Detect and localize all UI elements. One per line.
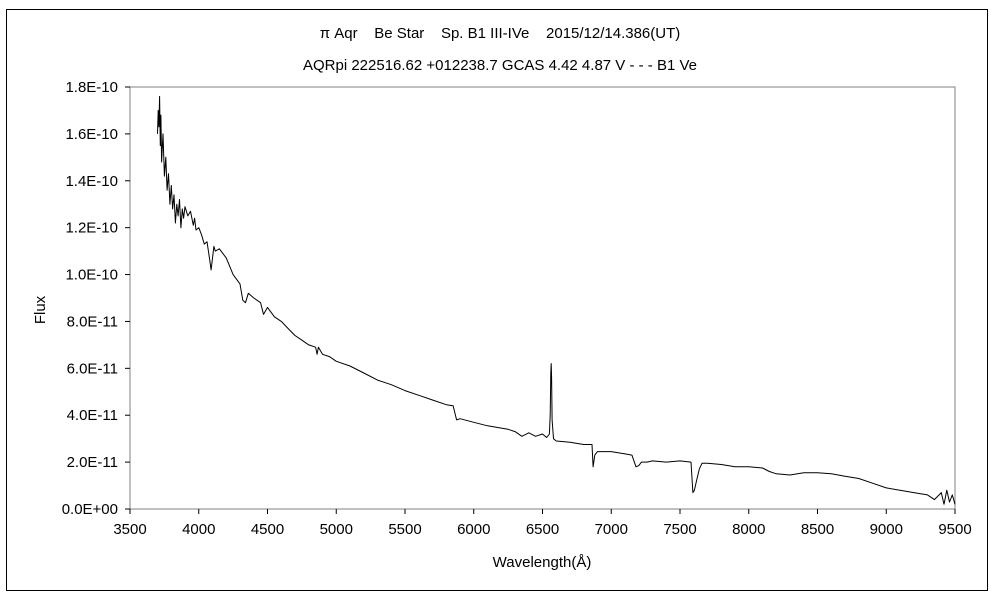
- y-tick-label: 1.8E-10: [65, 79, 118, 96]
- spectrum-line: [157, 95, 956, 505]
- x-tick-label: 3500: [113, 521, 146, 538]
- x-tick-label: 6000: [457, 521, 490, 538]
- x-tick-label: 6500: [526, 521, 559, 538]
- x-tick-label: 5500: [388, 521, 421, 538]
- y-axis-label: Flux: [32, 295, 49, 324]
- x-tick-label: 9000: [870, 521, 903, 538]
- y-tick-label: 1.4E-10: [65, 173, 118, 190]
- ticks-layer: 3500 4000 4500 5000 5500 6000 6500 7000 7500 8000…: [62, 79, 972, 538]
- x-tick-label: 7500: [663, 521, 696, 538]
- x-tick-label: 8500: [801, 521, 834, 538]
- y-tick-label: 1.0E-10: [65, 267, 118, 284]
- y-tick-label: 2.0E-11: [67, 454, 118, 471]
- y-tick-label: 1.6E-10: [65, 126, 118, 143]
- x-axis-label: Wavelength(Å): [493, 554, 592, 571]
- y-tick-label: 8.0E-11: [67, 313, 118, 330]
- plot-frame: [129, 86, 956, 510]
- x-tick-label: 7000: [595, 521, 628, 538]
- chart-subtitle: AQRpi 222516.62 +012238.7 GCAS 4.42 4.87…: [302, 57, 697, 74]
- x-tick-label: 4500: [251, 521, 284, 538]
- x-tick-label: 8000: [732, 521, 765, 538]
- chart-title: π Aqr Be Star Sp. B1 III-IVe 2015/12/14.…: [319, 25, 681, 42]
- y-tick-label: 1.2E-10: [65, 220, 118, 237]
- y-tick-label: 4.0E-11: [67, 407, 118, 424]
- x-tick-label: 4000: [182, 521, 215, 538]
- y-tick-label: 0.0E+00: [62, 501, 118, 518]
- y-tick-label: 6.0E-11: [67, 360, 118, 377]
- x-tick-label: 5000: [320, 521, 353, 538]
- x-tick-label: 9500: [938, 521, 971, 538]
